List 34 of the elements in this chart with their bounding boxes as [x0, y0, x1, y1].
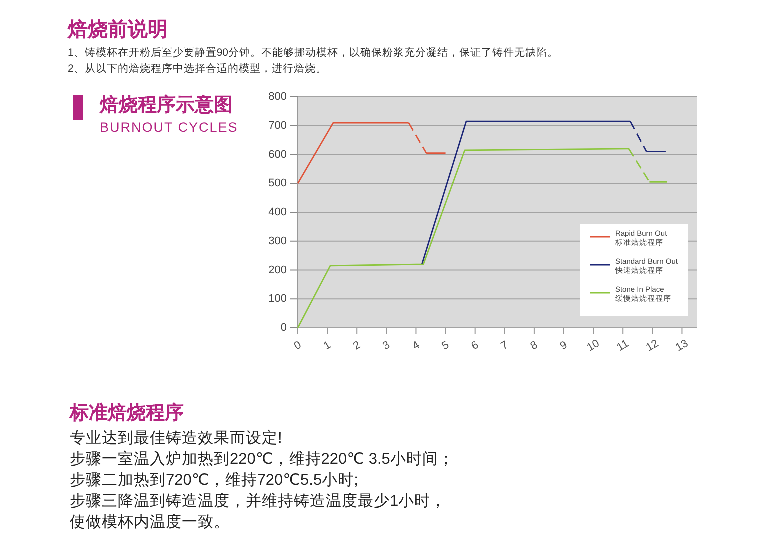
y-tick-label: 100 [268, 293, 287, 306]
x-tick-label: 6 [470, 339, 481, 353]
x-tick-label: 12 [644, 338, 661, 354]
text: BURNOUT CYCLES [100, 120, 238, 135]
text: 使做模杯内温度一致。 [70, 513, 230, 531]
y-tick-label: 800 [268, 91, 287, 103]
x-tick-label: 4 [410, 339, 422, 353]
y-tick-label: 0 [280, 322, 287, 334]
x-tick-label: 7 [499, 339, 511, 353]
text: 步骤三降温到铸造温度，并维持铸造温度最少1小时， [70, 492, 447, 510]
x-tick-label: 3 [381, 339, 392, 353]
x-tick-label: 11 [615, 338, 632, 354]
y-tick-label: 300 [268, 235, 287, 248]
text: 焙烧前说明 [67, 18, 168, 41]
text: 步骤二加热到720℃，维持720℃5.5小时; [70, 471, 358, 489]
x-tick-label: 1 [322, 339, 334, 353]
x-tick-label: 9 [558, 339, 570, 353]
x-tick-label: 8 [528, 339, 540, 353]
x-tick-label: 0 [292, 339, 304, 353]
y-tick-label: 200 [268, 264, 287, 276]
x-tick-label: 10 [585, 338, 602, 354]
x-tick-label: 13 [674, 338, 691, 354]
y-tick-label: 700 [268, 120, 287, 132]
text: 2、从以下的焙烧程序中选择合适的模型，进行焙烧。 [68, 62, 327, 75]
text: 步骤一室温入炉加热到220℃，维持220℃ 3.5小时间； [70, 450, 454, 468]
chart-title: 焙烧程序示意图 [99, 94, 233, 116]
y-tick-label: 600 [268, 148, 287, 161]
x-tick-label: 2 [351, 339, 363, 353]
y-tick-label: 500 [268, 178, 287, 190]
y-tick-label: 400 [268, 206, 287, 218]
x-tick-label: 5 [440, 339, 452, 353]
text: 专业达到最佳铸造效果而设定! [70, 429, 282, 447]
text: 标准焙烧程序 [69, 402, 184, 424]
text: 1、铸模杯在开粉后至少要静置90分钟。不能够挪动模杯，以确保粉浆充分凝结，保证了铸件无缺陷。 [68, 46, 559, 59]
